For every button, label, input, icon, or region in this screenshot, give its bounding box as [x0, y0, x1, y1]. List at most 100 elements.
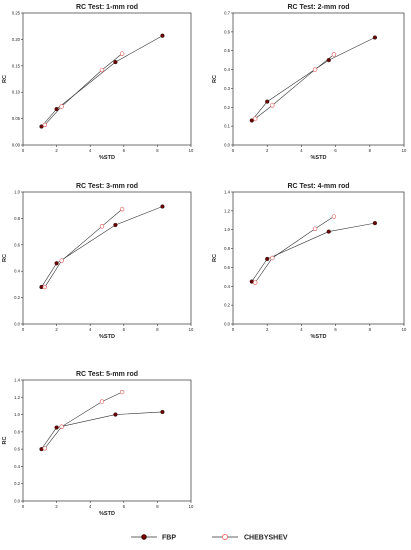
- x-tick-label: 10: [189, 148, 194, 153]
- x-tick-label: 8: [156, 148, 159, 153]
- y-tick-label: 0.20: [12, 37, 21, 42]
- y-tick-label: 1.2: [14, 395, 20, 400]
- y-tick-label: 0.2: [14, 481, 20, 486]
- x-tick-label: 8: [156, 327, 159, 332]
- legend-fbp-label: FBP: [162, 535, 176, 542]
- x-axis-label: %STD: [99, 334, 115, 340]
- data-point-chebyshev: [119, 206, 125, 212]
- data-point-fbp: [265, 256, 270, 262]
- data-point-chebyshev: [42, 284, 48, 290]
- x-tick-label: 0: [22, 504, 25, 509]
- y-tick-label: 1.4: [14, 378, 20, 383]
- series-line-fbp: [251, 222, 375, 282]
- series-line-fbp: [41, 411, 163, 450]
- x-tick-label: 2: [55, 148, 58, 153]
- y-tick-label: 0.4: [14, 269, 20, 274]
- x-tick-label: 2: [55, 504, 58, 509]
- data-point-chebyshev: [42, 446, 48, 451]
- series-line-fbp: [251, 37, 376, 121]
- data-point-fbp: [160, 33, 165, 38]
- data-point-fbp: [54, 425, 59, 430]
- data-point-chebyshev: [331, 52, 337, 57]
- plot-frame: [232, 12, 405, 146]
- x-tick-label: 6: [334, 327, 337, 332]
- x-tick-label: 4: [89, 504, 92, 509]
- series-line-chebyshev: [44, 208, 123, 288]
- y-tick-label: 1.4: [224, 190, 230, 195]
- chart-title: RC Test: 1-mm rod: [76, 4, 138, 11]
- x-tick-label: 2: [266, 327, 269, 332]
- plot-frame: [22, 379, 192, 502]
- data-point-fbp: [54, 106, 59, 112]
- y-axis-label: RC: [2, 437, 8, 445]
- data-point-chebyshev: [270, 255, 275, 261]
- legend: FBP CHEBYSHEV: [131, 534, 288, 542]
- series-line-fbp: [41, 206, 163, 288]
- x-tick-label: 4: [89, 148, 92, 153]
- x-tick-label: 8: [369, 148, 372, 153]
- data-point-fbp: [372, 35, 378, 40]
- x-tick-label: 2: [55, 327, 58, 332]
- data-point-chebyshev: [119, 389, 125, 395]
- y-tick-label: 0.0: [14, 322, 20, 327]
- plot-frame: [232, 191, 405, 325]
- y-tick-label: 1.0: [14, 190, 20, 195]
- chart-title: RC Test: 3-mm rod: [76, 183, 138, 190]
- x-tick-label: 2: [266, 148, 269, 153]
- legend-fbp-marker: [141, 534, 147, 540]
- x-tick-label: 0: [22, 148, 25, 153]
- y-tick-label: 1.2: [224, 208, 230, 213]
- data-point-chebyshev: [99, 399, 105, 404]
- data-point-fbp: [113, 222, 118, 228]
- data-point-chebyshev: [270, 103, 275, 108]
- y-tick-label: 0.6: [14, 447, 20, 452]
- data-point-fbp: [113, 60, 118, 65]
- chart-panel: RC Test: 1-mm rod 0.00 0.05 0.10 0.15 0.20 0.2…: [2, 4, 194, 161]
- y-tick-label: 0.00: [12, 143, 21, 148]
- x-tick-label: 10: [402, 148, 407, 153]
- y-tick-label: 0.7: [224, 11, 230, 16]
- x-axis-label: %STD: [99, 511, 115, 517]
- y-tick-label: 0.8: [224, 246, 230, 251]
- data-point-fbp: [113, 412, 118, 417]
- y-tick-label: 0.0: [224, 322, 230, 327]
- y-tick-label: 1.0: [224, 227, 230, 232]
- chart-panel: RC Test: 5-mm rod 0.0 0.2 0.4 0.6 0.8 1.0 1.2 1.…: [2, 371, 194, 517]
- y-axis-label: RC: [2, 75, 8, 83]
- y-tick-label: 0.8: [14, 216, 20, 221]
- plot-frame: [22, 191, 192, 325]
- x-tick-label: 0: [22, 327, 25, 332]
- data-point-chebyshev: [119, 51, 125, 56]
- x-tick-label: 6: [123, 148, 126, 153]
- data-point-chebyshev: [42, 122, 48, 128]
- legend-cheb-marker: [222, 534, 228, 540]
- y-tick-label: 0.2: [14, 295, 20, 300]
- y-tick-label: 0.3: [224, 86, 230, 91]
- y-tick-label: 0.10: [12, 90, 21, 95]
- data-point-fbp: [54, 261, 59, 266]
- data-point-chebyshev: [99, 67, 105, 73]
- x-tick-label: 10: [189, 327, 194, 332]
- x-tick-label: 4: [89, 327, 92, 332]
- series-line-chebyshev: [44, 391, 123, 449]
- y-axis-label: RC: [2, 254, 8, 262]
- y-tick-label: 0.4: [224, 284, 230, 289]
- x-tick-label: 10: [402, 327, 407, 332]
- y-tick-label: 0.1: [224, 124, 230, 129]
- chart-panel: RC Test: 2-mm rod 0.0 0.1 0.2 0.3 0.4 0.5 0.6 0.…: [212, 4, 407, 161]
- plot-frame: [22, 12, 192, 146]
- data-point-fbp: [249, 118, 254, 123]
- x-axis-label: %STD: [99, 155, 115, 161]
- chart-panel: RC Test: 4-mm rod 0.0 0.2 0.4 0.6 0.8 1.0 1.2 1.…: [212, 183, 407, 340]
- x-tick-label: 6: [123, 327, 126, 332]
- data-point-fbp: [265, 99, 270, 104]
- data-point-chebyshev: [312, 226, 318, 231]
- data-point-chebyshev: [253, 116, 258, 121]
- y-tick-label: 0.4: [14, 464, 20, 469]
- x-axis-label: %STD: [311, 334, 327, 340]
- y-tick-label: 0.25: [12, 11, 21, 16]
- x-tick-label: 8: [156, 504, 159, 509]
- legend-cheb-label: CHEBYSHEV: [244, 535, 288, 542]
- y-tick-label: 0.5: [224, 48, 230, 53]
